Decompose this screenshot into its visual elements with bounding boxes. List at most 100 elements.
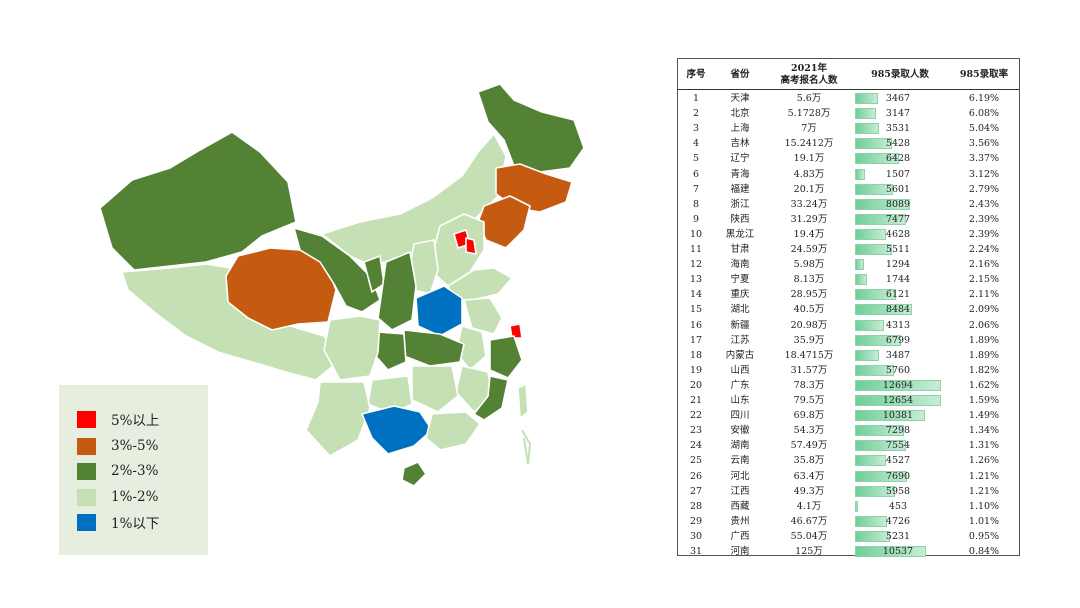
cell-province: 云南 — [730, 455, 750, 467]
cell-rate: 2.11% — [968, 289, 1000, 301]
cell-rate: 1.21% — [968, 470, 1000, 482]
table-header: 序号 省份 2021年 高考报名人数 985录取人数 985录取率 — [678, 59, 1019, 90]
table-row: 19 山西 31.57万 5760 1.82% — [678, 363, 1019, 378]
table-row: 14 重庆 28.95万 6121 2.11% — [678, 287, 1019, 302]
region-guangxi — [361, 405, 433, 455]
admitted-bar — [855, 379, 941, 391]
table-row: 29 贵州 46.67万 4726 1.01% — [678, 514, 1019, 529]
legend-swatch — [77, 437, 96, 455]
cell-province: 上海 — [730, 123, 750, 135]
admitted-bar — [855, 470, 908, 482]
region-taiwan — [517, 383, 529, 419]
cell-province: 广东 — [730, 379, 750, 391]
cell-rate: 1.21% — [968, 485, 1000, 497]
cell-rank: 22 — [689, 410, 703, 422]
cell-rank: 18 — [689, 349, 703, 361]
legend-swatch — [77, 462, 96, 480]
cell-province: 天津 — [730, 93, 750, 104]
region-tianjin — [465, 237, 477, 255]
admitted-value: 6799 — [885, 334, 911, 346]
table-row: 10 黑龙江 19.4万 4628 2.39% — [678, 227, 1019, 242]
admitted-bar — [855, 546, 927, 557]
cell-rate: 1.26% — [968, 455, 1000, 467]
cell-province: 北京 — [730, 108, 750, 120]
admitted-value: 12694 — [882, 379, 914, 391]
admitted-bar — [855, 138, 892, 150]
cell-applicants: 31.29万 — [790, 213, 828, 225]
map-legend: 5%以上 3%-5% 2%-3% 1%-2% 1%以下 — [59, 385, 208, 555]
cell-province: 浙江 — [730, 198, 750, 210]
cell-rate: 1.59% — [968, 395, 1000, 406]
cell-admitted: 7690 — [855, 470, 945, 482]
cell-admitted: 8484 — [855, 304, 945, 316]
cell-admitted: 4313 — [855, 319, 945, 331]
cell-admitted: 3487 — [855, 349, 945, 361]
cell-admitted: 10537 — [855, 546, 945, 557]
table-row: 15 湖北 40.5万 8484 2.09% — [678, 302, 1019, 317]
cell-rank: 6 — [692, 168, 700, 180]
admitted-value: 3487 — [885, 349, 911, 361]
admitted-value: 12654 — [882, 395, 914, 406]
admitted-value: 1744 — [885, 274, 911, 286]
table-row: 7 福建 20.1万 5601 2.79% — [678, 182, 1019, 197]
cell-rank: 9 — [692, 213, 700, 225]
cell-rate: 1.10% — [968, 500, 1000, 512]
cell-rate: 6.19% — [968, 93, 1000, 104]
cell-province: 辽宁 — [730, 153, 750, 165]
cell-rank: 13 — [689, 274, 703, 286]
legend-item-above-5: 5%以上 — [77, 410, 159, 429]
cell-admitted: 5601 — [855, 183, 945, 195]
cell-rank: 8 — [692, 198, 700, 210]
table-row: 22 四川 69.8万 10381 1.49% — [678, 408, 1019, 423]
cell-applicants: 15.2412万 — [784, 138, 834, 150]
admitted-bar — [855, 198, 910, 210]
region-fujian — [473, 375, 509, 421]
cell-applicants: 4.83万 — [793, 168, 825, 180]
cell-applicants: 57.49万 — [790, 440, 828, 452]
cell-rank: 19 — [689, 364, 703, 376]
cell-province: 河北 — [730, 470, 750, 482]
cell-admitted: 7477 — [855, 213, 945, 225]
header-rank: 序号 — [686, 68, 706, 80]
cell-applicants: 7万 — [801, 123, 817, 135]
legend-item-below-1: 1%以下 — [77, 513, 159, 532]
table-row: 28 西藏 4.1万 453 1.10% — [678, 499, 1019, 514]
region-shaanxi — [377, 251, 417, 331]
cell-admitted: 3147 — [855, 108, 945, 120]
cell-province: 山西 — [730, 364, 750, 376]
admitted-value: 7477 — [885, 213, 911, 225]
table-row: 13 宁夏 8.13万 1744 2.15% — [678, 272, 1019, 287]
cell-applicants: 5.98万 — [793, 259, 825, 271]
cell-admitted: 7298 — [855, 425, 945, 437]
header-province: 省份 — [730, 68, 750, 80]
region-jiangsu — [463, 297, 503, 335]
cell-rank: 21 — [689, 395, 703, 406]
cell-admitted: 4628 — [855, 228, 945, 240]
cell-applicants: 24.59万 — [790, 244, 828, 255]
cell-province: 安徽 — [730, 425, 750, 437]
cell-admitted: 1507 — [855, 168, 945, 180]
cell-applicants: 18.4715万 — [784, 349, 834, 361]
admitted-bar — [855, 334, 902, 346]
table-row: 23 安徽 54.3万 7298 1.34% — [678, 423, 1019, 438]
legend-item-1-2: 1%-2% — [77, 488, 158, 506]
legend-swatch — [77, 488, 96, 506]
cell-applicants: 54.3万 — [793, 425, 825, 437]
cell-applicants: 35.9万 — [793, 334, 825, 346]
cell-applicants: 125万 — [795, 546, 823, 557]
admitted-bar — [855, 515, 888, 527]
cell-province: 贵州 — [730, 515, 750, 527]
cell-province: 青海 — [730, 168, 750, 180]
cell-rate: 1.49% — [968, 410, 1000, 422]
cell-rank: 7 — [692, 183, 700, 195]
cell-province: 甘肃 — [730, 244, 750, 255]
cell-province: 西藏 — [730, 500, 750, 512]
cell-admitted: 4527 — [855, 455, 945, 467]
cell-rank: 4 — [692, 138, 700, 150]
admitted-bar — [855, 123, 879, 135]
admitted-value: 7298 — [885, 425, 911, 437]
cell-rank: 3 — [692, 123, 700, 135]
table-row: 17 江苏 35.9万 6799 1.89% — [678, 333, 1019, 348]
cell-province: 福建 — [730, 183, 750, 195]
cell-applicants: 5.6万 — [796, 93, 822, 104]
